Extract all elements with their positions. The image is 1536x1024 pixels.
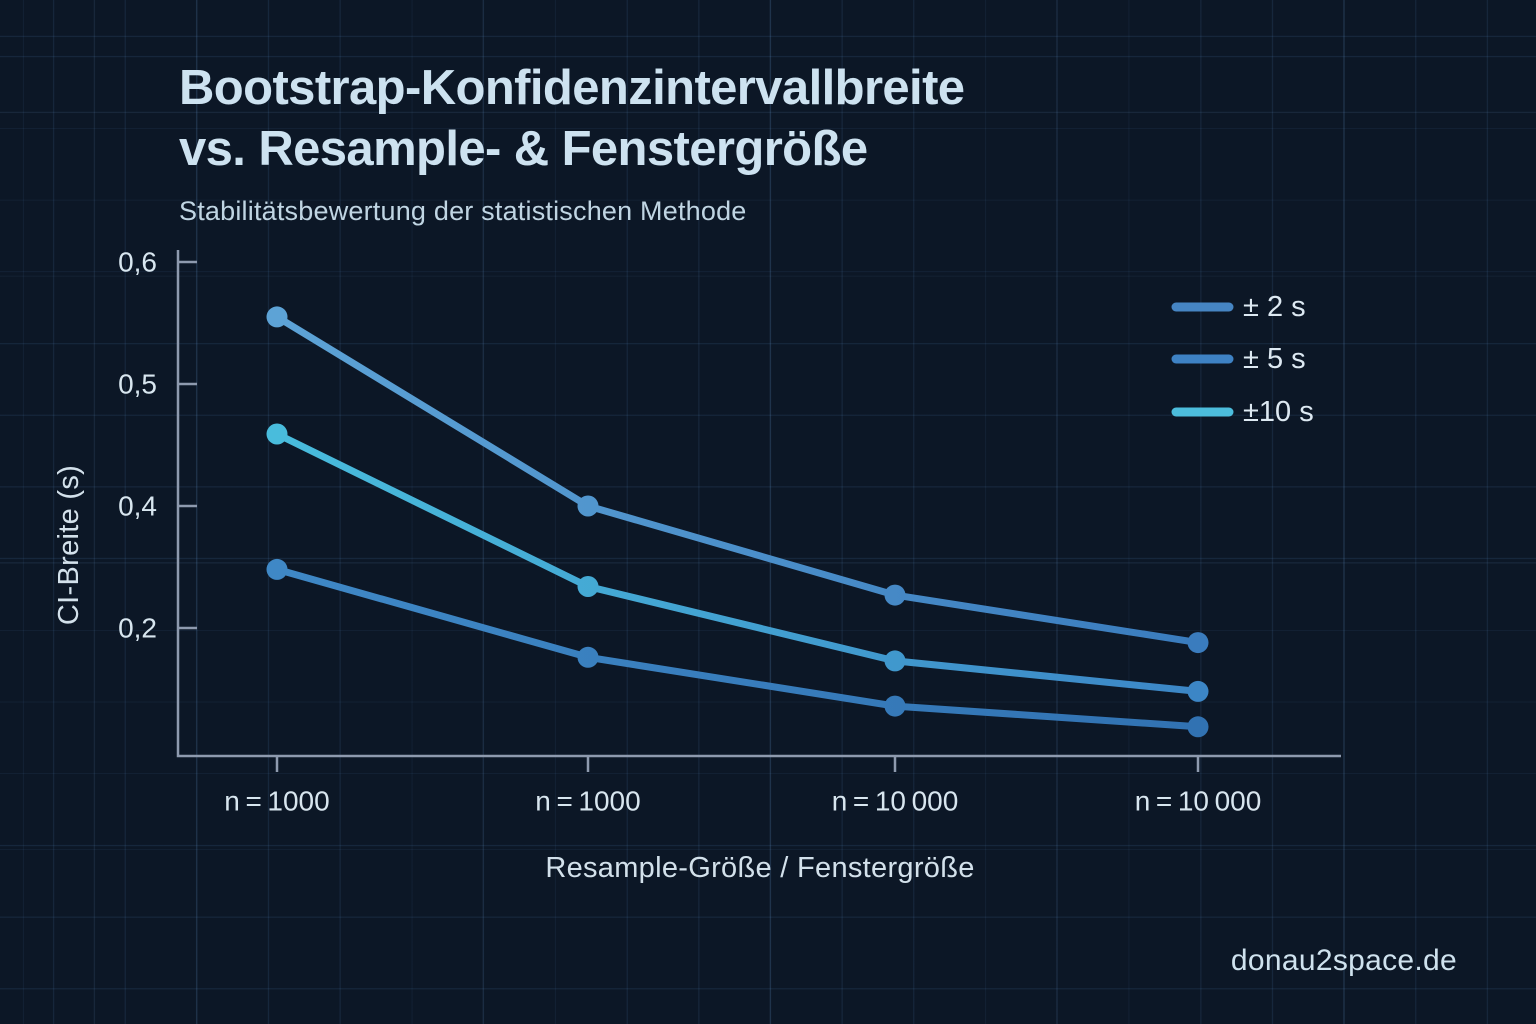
x-tick-label-2: n = 10 000 — [832, 786, 959, 817]
y-tick-label-0: 0,6 — [118, 247, 157, 278]
x-axis-title: Resample-Größe / Fenstergröße — [545, 852, 974, 884]
x-axis-ticks — [275, 757, 1200, 772]
y-tick-label-3: 0,2 — [118, 613, 157, 644]
data-point-1-3 — [1187, 716, 1209, 738]
chart-title: Bootstrap-Konfidenzintervallbreite vs. Re… — [179, 58, 965, 180]
data-point-2-3 — [1187, 680, 1209, 702]
chart-title-line1: Bootstrap-Konfidenzintervallbreite — [179, 61, 965, 115]
data-point-2-1 — [577, 576, 599, 597]
series-line-0 — [273, 313, 1202, 647]
y-tick-label-1: 0,5 — [118, 369, 157, 400]
series-line-2 — [273, 430, 1202, 695]
data-point-0-3 — [1187, 632, 1209, 654]
data-point-1-2 — [884, 695, 906, 717]
legend-label-2s: ± 2 s — [1243, 291, 1306, 323]
series-line-1 — [273, 565, 1202, 731]
data-point-0-0 — [266, 306, 288, 328]
x-tick-label-1: n = 1000 — [535, 786, 640, 817]
data-point-1-0 — [266, 558, 288, 580]
plot-spines — [176, 250, 1341, 758]
legend: ± 2 s ± 5 s ±10 s — [1171, 291, 1314, 428]
watermark-text: donau2space.de — [1231, 944, 1457, 977]
y-axis-title: CI-Breite (s) — [53, 465, 85, 625]
data-point-0-2 — [884, 584, 906, 606]
y-tick-label-2: 0,4 — [118, 491, 157, 522]
data-point-2-2 — [884, 650, 906, 672]
chart-header: Bootstrap-Konfidenzintervallbreite vs. Re… — [179, 58, 965, 227]
legend-label-5s: ± 5 s — [1243, 343, 1306, 375]
chart-title-line2: vs. Resample- & Fenstergröße — [179, 122, 868, 176]
data-point-1-1 — [577, 646, 599, 668]
legend-label-10s: ±10 s — [1243, 396, 1314, 428]
x-tick-label-0: n = 1000 — [224, 786, 329, 817]
series-lines — [266, 306, 1209, 738]
data-point-0-1 — [577, 495, 599, 517]
x-tick-label-3: n = 10 000 — [1135, 786, 1262, 817]
y-axis-ticks — [179, 260, 197, 630]
data-point-2-0 — [266, 423, 288, 445]
chart-subtitle: Stabilitätsbewertung der statistischen M… — [179, 196, 747, 226]
